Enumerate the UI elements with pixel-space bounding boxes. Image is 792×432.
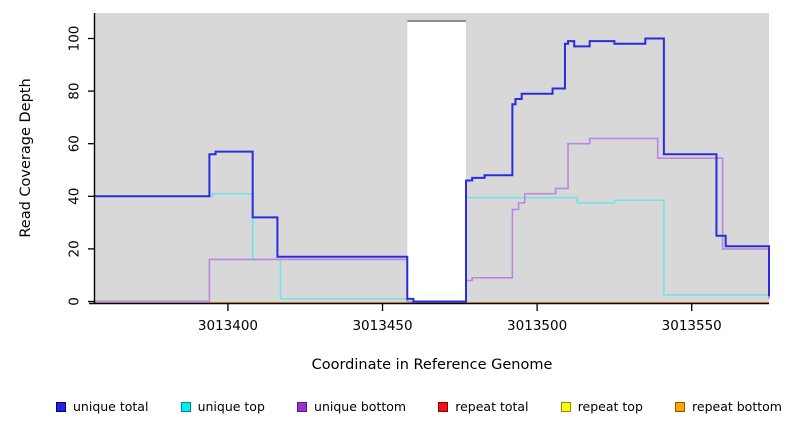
legend-label: repeat total [455,398,529,414]
x-tick-label: 3013450 [352,318,412,334]
uncovered-gap-region [407,21,467,303]
legend-item-unique-total: unique total [56,398,149,414]
y-tick-label: 40 [67,188,83,205]
chart-legend: unique total unique top unique bottom repea… [0,398,792,416]
legend-swatch-repeat-top [560,402,571,412]
legend-label: unique bottom [314,398,407,414]
y-axis-title: Read Coverage Depth [18,78,34,237]
legend-swatch-repeat-total [438,402,449,412]
legend-item-repeat-total: repeat total [438,398,529,414]
coverage-chart: 0 20 40 60 80 100 3013400 3013450 3013500 3013550… [18,13,770,373]
legend-swatch-unique-bottom [297,402,308,412]
legend-swatch-unique-total [56,402,66,412]
legend-item-repeat-top: repeat top [560,398,643,414]
y-tick-label: 20 [67,240,83,257]
legend-label: unique top [197,398,265,414]
x-tick-label: 3013500 [507,318,567,334]
legend-label: repeat bottom [692,398,782,414]
x-tick-label: 3013550 [662,318,722,334]
y-tick-label: 0 [67,297,83,306]
x-tick-label: 3013400 [198,318,258,334]
x-axis-title: Coordinate in Reference Genome [312,357,553,373]
legend-item-unique-bottom: unique bottom [297,398,407,414]
y-tick-label: 80 [67,83,83,100]
legend-item-repeat-bottom: repeat bottom [675,398,782,414]
legend-label: repeat top [577,398,643,414]
legend-swatch-repeat-bottom [675,402,686,412]
legend-swatch-unique-top [180,402,191,412]
legend-item-unique-top: unique top [180,398,265,414]
legend-label: unique total [73,398,149,414]
y-tick-label: 100 [67,26,83,52]
y-tick-label: 60 [67,135,83,152]
series-unique-total [95,37,770,303]
